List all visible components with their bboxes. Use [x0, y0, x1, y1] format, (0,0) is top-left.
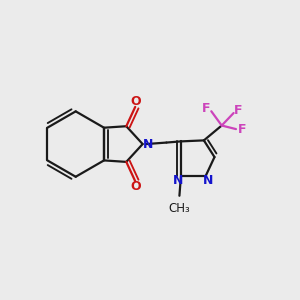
Text: F: F [234, 103, 243, 117]
Text: N: N [202, 173, 213, 187]
Text: F: F [238, 123, 246, 136]
Text: F: F [202, 102, 211, 115]
Text: N: N [173, 173, 184, 187]
Text: N: N [143, 138, 153, 151]
Text: O: O [130, 180, 140, 193]
Text: CH₃: CH₃ [169, 202, 190, 215]
Text: O: O [130, 95, 140, 108]
